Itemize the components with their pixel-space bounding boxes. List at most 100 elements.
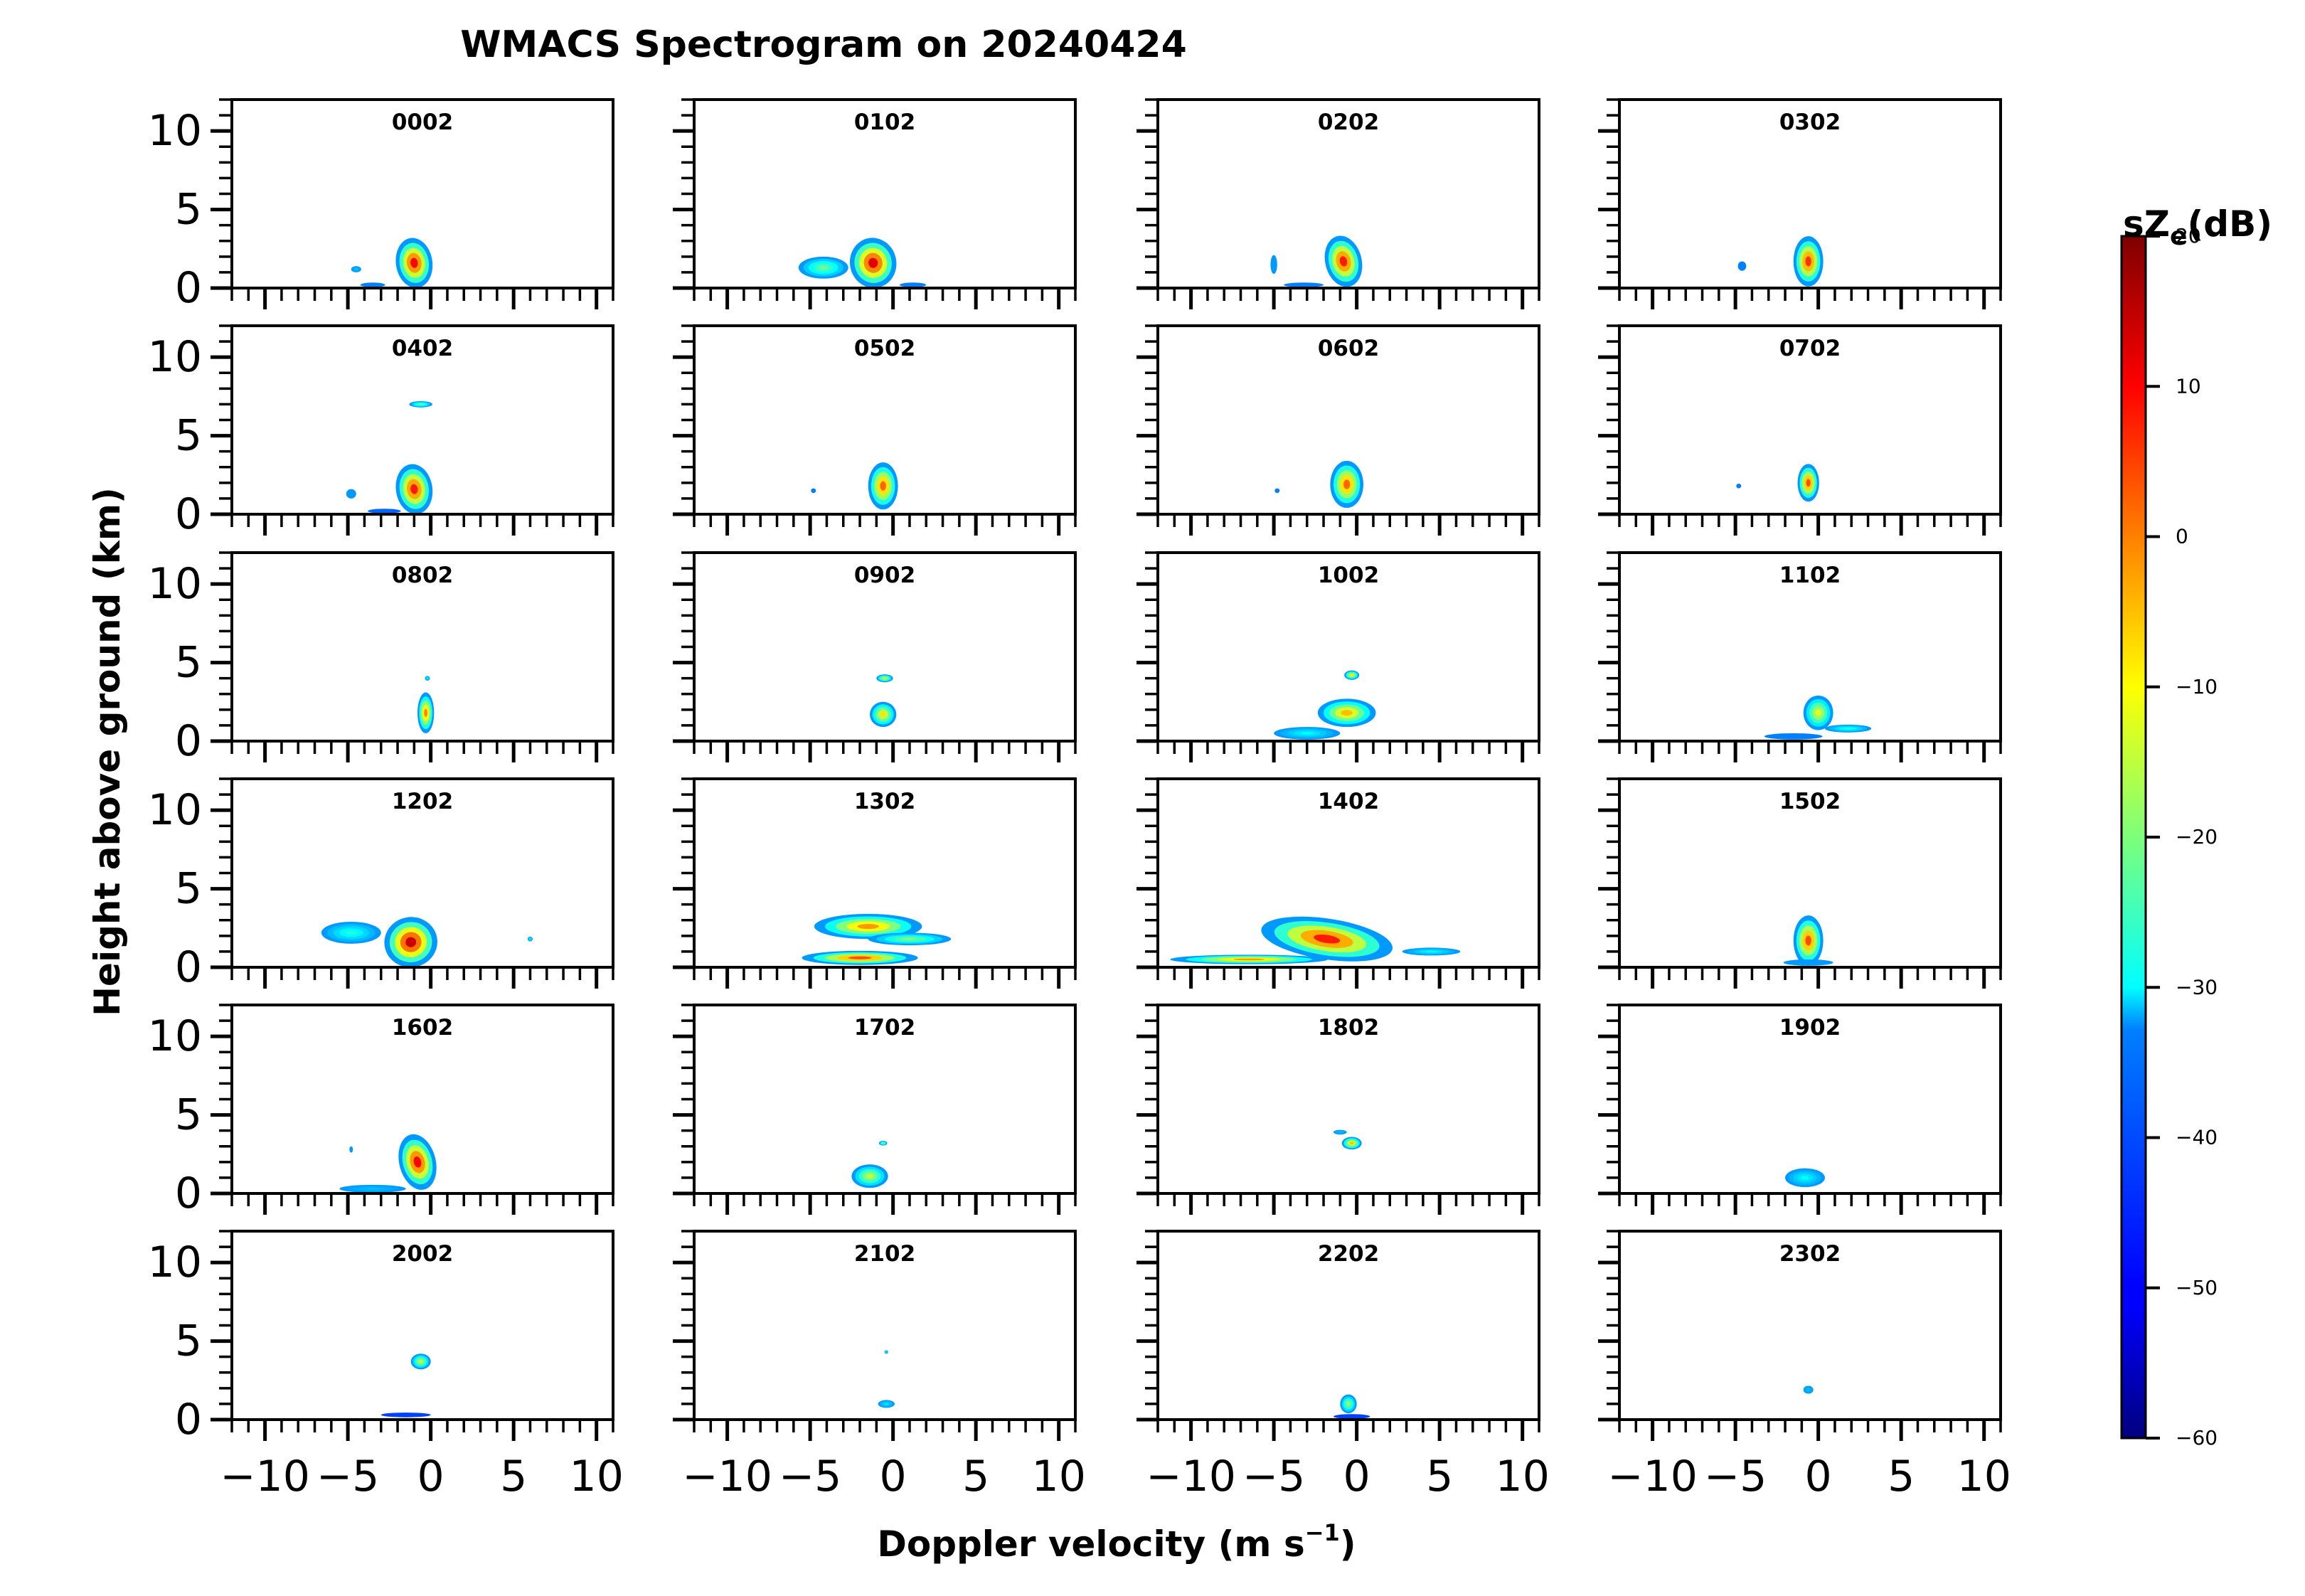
echo-blob [1274, 727, 1341, 740]
echo-blob [1270, 255, 1277, 275]
panel-time-label: 0902 [854, 563, 915, 588]
echo-level [413, 1156, 422, 1168]
x-tick-label: 0 [1343, 1452, 1370, 1501]
panel-time-label: 1202 [392, 789, 453, 814]
x-tick-label: 5 [1888, 1452, 1915, 1501]
spectrogram-echoes [1737, 236, 1824, 287]
panel-ticks [1136, 551, 1540, 762]
x-tick-label: 0 [880, 1452, 907, 1501]
colorbar-tick-label: −40 [2176, 1126, 2218, 1149]
echo-level [1343, 479, 1351, 489]
echo-level [1737, 261, 1747, 271]
echo-blob [1330, 460, 1363, 509]
echo-blob [425, 676, 430, 681]
echo-blob [1340, 1394, 1357, 1414]
echo-level [418, 1360, 423, 1363]
panel-ticks [1598, 1004, 2002, 1215]
spectrogram-echoes [1274, 670, 1376, 740]
echo-level [380, 1413, 431, 1417]
spectrogram-echoes [870, 674, 897, 728]
panel-0202: 0202 [1136, 98, 1540, 309]
colorbar-label-main: sZ [2123, 203, 2170, 245]
spectrogram-echoes [1736, 464, 1819, 502]
panel-ticks [1598, 551, 2002, 762]
panel-time-label: 0502 [854, 336, 915, 361]
echo-level [345, 930, 358, 935]
panel-background [694, 1231, 1075, 1420]
panel-time-label: 1702 [854, 1015, 915, 1041]
panel-0302: 0302 [1598, 98, 2002, 309]
panel-time-label: 2302 [1779, 1241, 1841, 1267]
x-tick-label: −10 [220, 1452, 310, 1501]
echo-level [899, 282, 927, 287]
panel-0102: 0102 [673, 98, 1077, 309]
panel-time-label: 2102 [854, 1241, 915, 1267]
panel-time-label: 0002 [392, 110, 453, 135]
chart-title: WMACS Spectrogram on 20240424 [460, 23, 1187, 66]
echo-level [366, 1188, 380, 1190]
y-tick-label: 0 [175, 716, 202, 766]
panel-time-label: 1502 [1779, 789, 1841, 814]
spectrogram-echoes [1270, 235, 1363, 287]
echo-level [410, 257, 418, 268]
echo-blob [351, 266, 361, 272]
y-tick-label: 0 [175, 489, 202, 539]
panel-time-label: 1002 [1318, 563, 1379, 588]
spectrogram-echoes [1783, 915, 1833, 966]
spectrogram-echoes [346, 401, 433, 514]
echo-blob [1797, 464, 1819, 502]
panel-background [1158, 1005, 1539, 1193]
echo-level [868, 257, 878, 268]
colorbar-tick-label: −30 [2176, 975, 2218, 999]
x-tick-label: 5 [1426, 1452, 1453, 1501]
echo-blob [1824, 724, 1872, 733]
colorbar-tick-label: 10 [2176, 374, 2201, 398]
panel-ticks [1136, 98, 1540, 309]
x-tick-label: 10 [1957, 1452, 2011, 1501]
echo-level [368, 509, 401, 514]
x-tick-label: 0 [417, 1452, 445, 1501]
panel-time-label: 2202 [1318, 1241, 1379, 1267]
panel-ticks [673, 777, 1077, 989]
echo-blob [1402, 947, 1461, 956]
panel-time-label: 1302 [854, 789, 915, 814]
echo-level [424, 708, 427, 717]
panel-background [1158, 1231, 1539, 1420]
panel-1902: 1902 [1598, 1004, 2002, 1215]
echo-blob [527, 936, 533, 942]
spectrogram-echoes [1334, 1129, 1362, 1150]
panel-ticks [1598, 324, 2002, 536]
x-tick-label: 10 [570, 1452, 624, 1501]
echo-blob [1334, 1129, 1347, 1135]
panel-ticks [1136, 1004, 1540, 1215]
echo-level [885, 1351, 887, 1353]
echo-level [349, 1146, 353, 1153]
colorbar-tick-label: −60 [2176, 1426, 2218, 1449]
echo-blob [1736, 483, 1742, 489]
echo-level [880, 481, 886, 491]
spectrogram-echoes [351, 238, 433, 288]
panel-background [232, 1231, 613, 1420]
echo-level [1783, 959, 1833, 966]
colorbar-label-sub: e [2170, 222, 2187, 251]
echo-level [848, 956, 872, 959]
panel-1402: 1402 [1136, 777, 1540, 989]
echo-blob [368, 509, 401, 514]
colorbar-tick-label: −20 [2176, 825, 2218, 848]
panel-time-label: 2002 [392, 1241, 453, 1267]
echo-blob [339, 1184, 406, 1193]
echo-blob [1261, 916, 1393, 962]
echo-blob [410, 1353, 431, 1370]
y-tick-label: 5 [175, 411, 202, 461]
panel-ticks [1598, 1230, 2002, 1441]
colorbar-tick-label: 20 [2176, 224, 2201, 248]
panel-1302: 1302 [673, 777, 1077, 989]
x-tick-label: −5 [779, 1452, 841, 1501]
panel-time-label: 1602 [392, 1015, 453, 1041]
panel-ticks [673, 324, 1077, 536]
echo-blob [1803, 695, 1833, 730]
spectrogram-echoes [1803, 1385, 1814, 1394]
spectrogram-echoes [417, 676, 435, 733]
panel-0502: 0502 [673, 324, 1077, 536]
echo-blob [876, 674, 893, 683]
